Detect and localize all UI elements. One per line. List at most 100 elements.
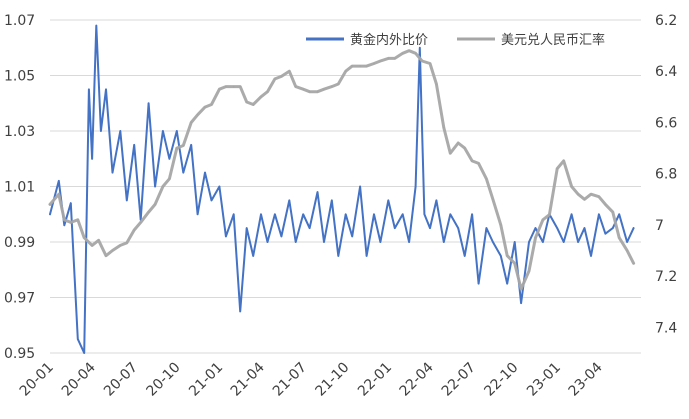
data-point — [119, 130, 122, 132]
gridlines — [50, 19, 641, 354]
data-point — [401, 52, 404, 55]
y-right-tick-label: 7.4 — [655, 320, 677, 336]
data-point — [95, 24, 98, 27]
data-point — [435, 83, 438, 85]
data-point — [323, 241, 325, 243]
data-point — [548, 213, 551, 216]
data-point — [196, 213, 199, 216]
x-tick-label: 20-10 — [144, 360, 184, 400]
data-point — [421, 60, 423, 62]
y-left-tick-label: 1.01 — [4, 180, 35, 196]
y-right-tick-label: 6.4 — [655, 64, 677, 80]
data-point — [91, 158, 93, 160]
data-point — [612, 227, 614, 229]
data-point — [449, 213, 452, 216]
data-point — [63, 219, 66, 221]
data-point — [414, 185, 417, 188]
data-point — [323, 88, 325, 90]
data-point — [485, 178, 488, 180]
data-point — [583, 227, 586, 229]
data-point — [513, 262, 516, 265]
data-point — [604, 203, 607, 206]
data-point — [97, 239, 100, 242]
data-point — [58, 180, 60, 182]
data-point — [182, 144, 185, 147]
data-point — [477, 282, 480, 285]
data-point — [542, 219, 544, 221]
x-tick-label: 21-07 — [270, 360, 310, 400]
data-point — [577, 193, 579, 195]
y-axis-right: 6.2 6.4 6.6 6.8 7 7.2 7.4 — [655, 13, 677, 336]
y-right-tick-label: 6.6 — [655, 115, 677, 131]
data-point — [379, 241, 382, 243]
data-point — [492, 198, 494, 201]
data-point — [239, 85, 241, 88]
data-point — [562, 160, 565, 162]
data-point — [429, 227, 431, 229]
data-point — [245, 101, 248, 103]
data-point — [225, 85, 227, 88]
data-point — [463, 147, 466, 149]
data-point — [83, 352, 85, 354]
data-point — [288, 199, 291, 202]
legend: 黄金内外比价 美元兑人民币汇率 — [306, 32, 605, 48]
data-point — [70, 221, 72, 224]
series-line-gold-ratio — [49, 24, 635, 354]
data-point — [471, 213, 473, 216]
data-point — [365, 65, 368, 67]
data-point — [477, 162, 480, 165]
data-point — [154, 203, 156, 206]
data-point — [126, 199, 128, 202]
data-point — [506, 254, 509, 257]
y-left-tick-label: 0.97 — [4, 291, 35, 307]
data-point — [49, 203, 51, 206]
x-tick-label: 22-04 — [397, 359, 437, 399]
legend-label: 黄金内外比价 — [350, 32, 428, 48]
data-point — [294, 241, 297, 243]
data-point — [626, 249, 628, 252]
data-point — [49, 213, 51, 216]
data-point — [218, 88, 221, 90]
data-point — [373, 213, 375, 216]
data-point — [139, 221, 142, 224]
data-point — [176, 130, 178, 132]
data-point — [88, 88, 90, 91]
data-point — [196, 114, 199, 116]
data-point — [162, 185, 164, 188]
data-point — [344, 70, 347, 72]
data-point — [570, 185, 573, 188]
series-line-usdcny — [48, 49, 636, 291]
data-point — [618, 236, 620, 239]
data-point — [77, 219, 79, 221]
data-point — [590, 193, 592, 195]
data-point — [351, 65, 354, 67]
y-axis-left: 0.95 0.97 0.99 1.01 1.03 1.05 1.07 — [4, 13, 35, 362]
data-point — [190, 121, 192, 124]
data-point — [457, 227, 460, 229]
data-point — [500, 224, 502, 226]
data-point — [604, 232, 607, 235]
x-tick-label: 20-01 — [17, 360, 57, 400]
data-point — [359, 65, 361, 67]
y-right-tick-label: 7 — [655, 218, 664, 234]
x-axis: 20-01 20-04 20-07 20-10 21-01 21-04 21-07 21-10… — [17, 359, 606, 399]
data-point — [266, 90, 269, 93]
data-point — [316, 191, 319, 193]
data-point — [520, 288, 522, 290]
data-point — [408, 49, 410, 52]
x-tick-label: 22-10 — [481, 360, 521, 400]
legend-label: 美元兑人民币汇率 — [501, 32, 605, 48]
data-point — [429, 62, 431, 65]
data-point — [274, 78, 276, 80]
data-point — [260, 213, 262, 216]
data-point — [463, 255, 466, 257]
data-point — [457, 142, 460, 144]
data-point — [471, 160, 473, 162]
data-point — [562, 241, 565, 243]
data-point — [232, 213, 235, 216]
data-point — [162, 130, 164, 132]
data-point — [210, 103, 213, 106]
data-point — [598, 213, 600, 216]
data-point — [204, 106, 206, 108]
